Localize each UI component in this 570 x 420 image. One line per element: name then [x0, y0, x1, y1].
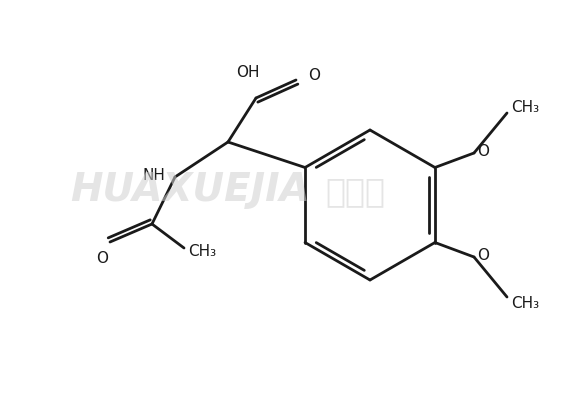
- Text: O: O: [477, 249, 489, 263]
- Text: O: O: [96, 251, 108, 266]
- Text: CH₃: CH₃: [511, 296, 539, 310]
- Text: OH: OH: [236, 65, 260, 80]
- Text: 化学加: 化学加: [325, 176, 385, 208]
- Text: CH₃: CH₃: [188, 244, 216, 260]
- Text: O: O: [308, 68, 320, 84]
- Text: CH₃: CH₃: [511, 100, 539, 115]
- Text: HUAXUEJIA: HUAXUEJIA: [70, 171, 310, 209]
- Text: O: O: [477, 144, 489, 160]
- Text: NH: NH: [142, 168, 165, 184]
